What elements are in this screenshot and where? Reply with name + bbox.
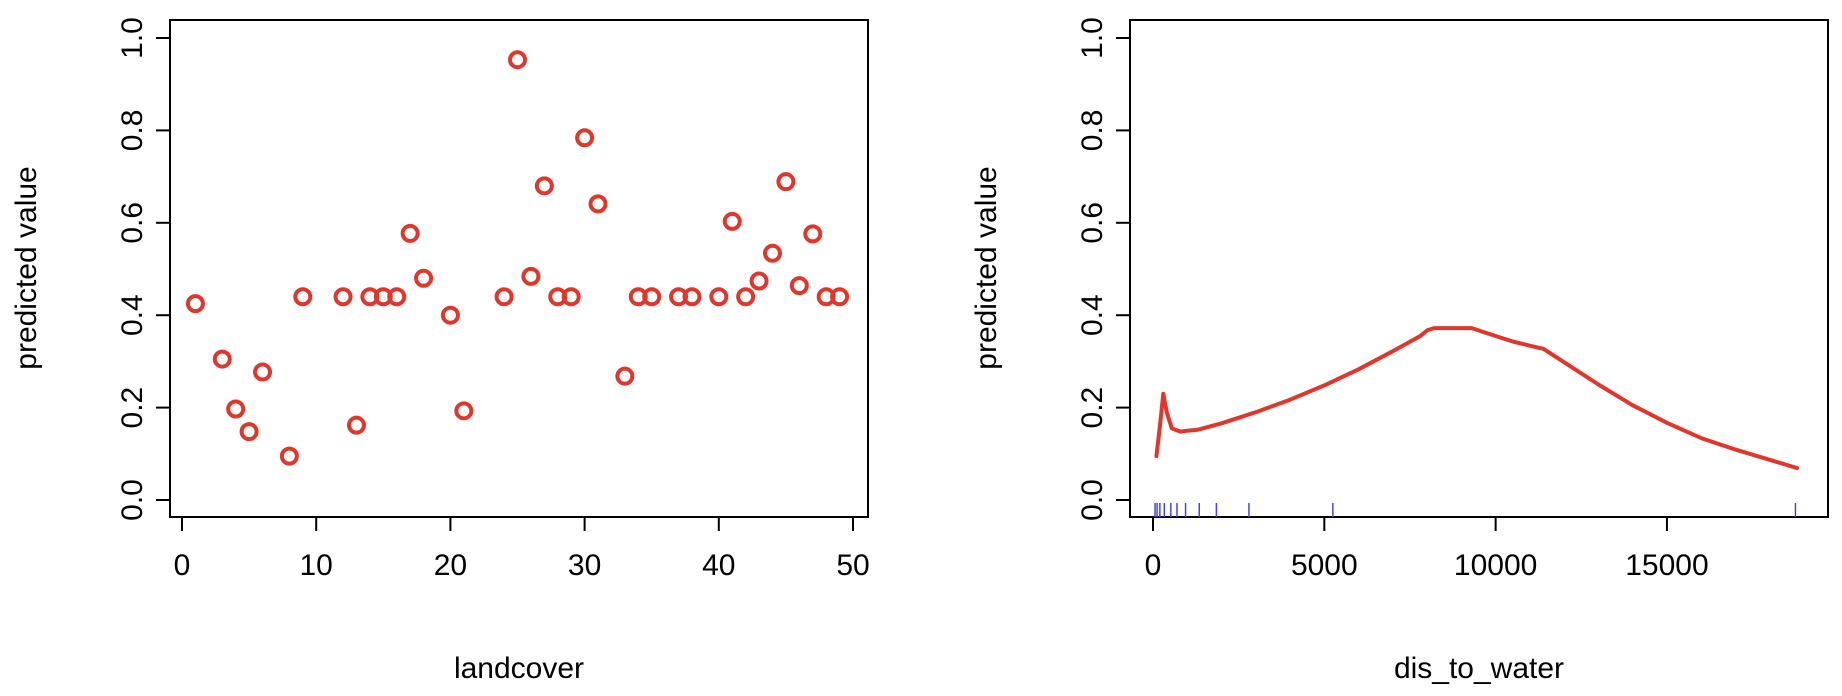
scatter-point bbox=[494, 287, 514, 307]
x-tick-label: 0 bbox=[174, 549, 191, 582]
scatter-point bbox=[387, 287, 407, 307]
scatter-point bbox=[803, 224, 823, 244]
y-axis-landcover: 0.0 0.2 0.4 0.6 0.8 1.0 bbox=[116, 17, 171, 521]
series-line-dis-to-water bbox=[1154, 326, 1800, 471]
scatter-point bbox=[682, 287, 702, 307]
x-tick-label: 40 bbox=[702, 549, 735, 582]
scatter-point bbox=[749, 271, 769, 291]
y-tick-label: 0.2 bbox=[116, 387, 149, 429]
y-tick-label: 1.0 bbox=[1076, 17, 1109, 59]
scatter-point bbox=[642, 287, 662, 307]
scatter-point bbox=[414, 268, 434, 288]
y-axis-dis-to-water: 0.0 0.2 0.4 0.6 0.8 1.0 bbox=[1076, 17, 1131, 521]
plot-box-landcover bbox=[169, 19, 869, 518]
scatter-point bbox=[454, 401, 474, 421]
y-tick-label: 0.0 bbox=[116, 479, 149, 521]
x-tick-label: 10000 bbox=[1454, 549, 1537, 582]
plot-box-dis-to-water bbox=[1129, 19, 1829, 518]
scatter-point bbox=[212, 349, 232, 369]
landcover-panel: 0.0 0.2 0.4 0.6 0.8 1.0 0 10 20 30 40 50 landcover… bbox=[10, 17, 870, 685]
series-line bbox=[1154, 326, 1800, 471]
x-tick-label: 30 bbox=[568, 549, 601, 582]
scatter-point bbox=[239, 422, 259, 442]
x-tick-label: 15000 bbox=[1625, 549, 1708, 582]
scatter-point bbox=[279, 446, 299, 466]
scatter-point bbox=[346, 415, 366, 435]
scatter-point bbox=[588, 194, 608, 214]
y-tick-label: 0.2 bbox=[1076, 387, 1109, 429]
scatter-point bbox=[709, 287, 729, 307]
scatter-point bbox=[400, 223, 420, 243]
x-axis-landcover: 0 10 20 30 40 50 bbox=[174, 517, 870, 582]
scatter-point bbox=[615, 366, 635, 386]
rug-marks-dis-to-water bbox=[1154, 503, 1797, 517]
y-tick-label: 0.6 bbox=[116, 202, 149, 244]
scatter-point bbox=[534, 176, 554, 196]
y-axis-label-dis-to-water: predicted value bbox=[970, 166, 1003, 369]
y-tick-label: 0.6 bbox=[1076, 202, 1109, 244]
scatter-point bbox=[736, 287, 756, 307]
y-tick-label: 0.4 bbox=[1076, 294, 1109, 336]
scatter-point bbox=[253, 362, 273, 382]
y-tick-label: 0.0 bbox=[1076, 479, 1109, 521]
scatter-points-landcover bbox=[185, 50, 850, 466]
scatter-point bbox=[185, 294, 205, 314]
scatter-point bbox=[440, 305, 460, 325]
x-tick-label: 0 bbox=[1145, 549, 1162, 582]
x-axis-label-landcover: landcover bbox=[454, 652, 584, 685]
scatter-point bbox=[293, 287, 313, 307]
scatter-point bbox=[561, 287, 581, 307]
y-tick-label: 1.0 bbox=[116, 17, 149, 59]
scatter-point bbox=[776, 172, 796, 192]
scatter-point bbox=[226, 399, 246, 419]
y-tick-label: 0.8 bbox=[1076, 110, 1109, 152]
scatter-point bbox=[762, 243, 782, 263]
x-axis-dis-to-water: 0 5000 10000 15000 bbox=[1145, 517, 1709, 582]
dis-to-water-panel: 0.0 0.2 0.4 0.6 0.8 1.0 0 5000 10000 15000 dis_t… bbox=[970, 17, 1829, 685]
scatter-point bbox=[521, 266, 541, 286]
y-tick-label: 0.4 bbox=[116, 294, 149, 336]
x-tick-label: 5000 bbox=[1291, 549, 1358, 582]
x-tick-label: 10 bbox=[300, 549, 333, 582]
scatter-point bbox=[575, 128, 595, 148]
scatter-point bbox=[722, 211, 742, 231]
y-axis-label-landcover: predicted value bbox=[10, 166, 43, 369]
scatter-point bbox=[789, 276, 809, 296]
x-tick-label: 20 bbox=[434, 549, 467, 582]
scatter-point bbox=[830, 287, 850, 307]
x-tick-label: 50 bbox=[836, 549, 869, 582]
scatter-point bbox=[508, 50, 527, 70]
y-tick-label: 0.8 bbox=[116, 110, 149, 152]
x-axis-label-dis-to-water: dis_to_water bbox=[1394, 652, 1564, 685]
scatter-point bbox=[333, 287, 353, 307]
